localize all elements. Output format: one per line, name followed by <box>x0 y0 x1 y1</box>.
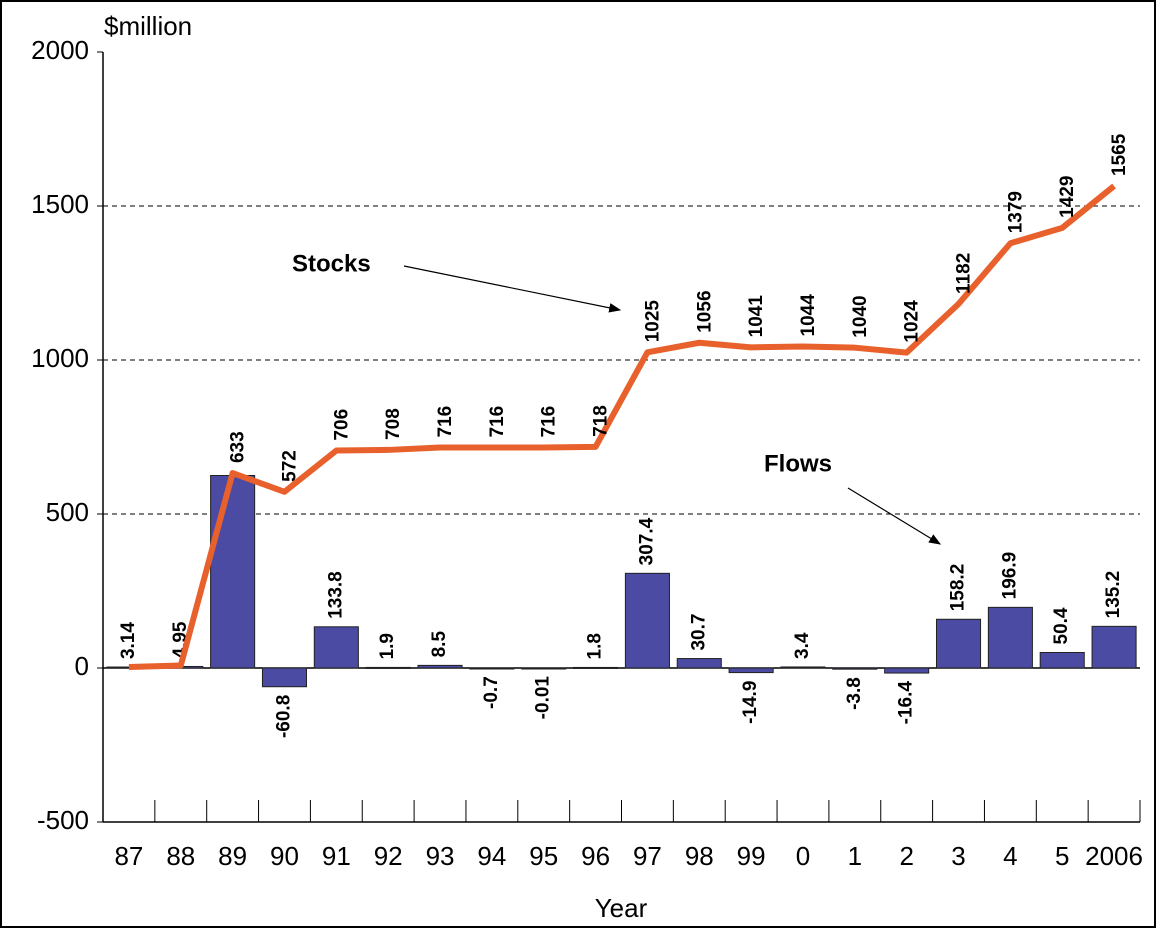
x-tick-label: 5 <box>1055 841 1069 871</box>
bar <box>313 626 359 669</box>
data-label: 1041 <box>746 295 767 338</box>
bar <box>832 667 878 670</box>
data-label: 307.4 <box>636 517 657 565</box>
y-tick-label: 500 <box>46 497 89 527</box>
data-label: 716 <box>435 406 456 438</box>
x-tick-label: 89 <box>218 841 247 871</box>
x-tick-label: 98 <box>685 841 714 871</box>
data-label: 718 <box>591 405 612 437</box>
y-tick-label: 0 <box>75 651 89 681</box>
data-label: -0.01 <box>533 676 554 720</box>
data-label: 30.7 <box>688 614 709 651</box>
data-label: 1.8 <box>585 633 606 659</box>
x-tick-label: 0 <box>796 841 810 871</box>
bar <box>210 475 256 669</box>
bar <box>780 666 826 669</box>
annotation: Flows <box>764 450 832 477</box>
bar <box>521 667 567 670</box>
data-label: 572 <box>279 450 300 482</box>
data-label: 1040 <box>850 295 871 337</box>
data-label: 1.9 <box>377 633 398 659</box>
bar <box>417 664 463 669</box>
bar <box>1039 651 1085 669</box>
data-label: 158.2 <box>948 564 969 612</box>
x-tick-label: 96 <box>581 841 610 871</box>
x-axis-label: Year <box>595 893 648 923</box>
annotation-arrow <box>403 265 622 313</box>
x-tick-label: 95 <box>529 841 558 871</box>
x-tick-label: 2 <box>899 841 913 871</box>
x-tick-label: 2006 <box>1085 841 1143 871</box>
bar <box>365 666 411 669</box>
bar <box>1091 625 1137 669</box>
bar <box>728 667 774 674</box>
data-label: 1024 <box>902 300 923 343</box>
data-label: 633 <box>228 431 249 463</box>
data-label: 3.14 <box>118 622 139 659</box>
data-label: 1565 <box>1109 133 1130 176</box>
data-label: 50.4 <box>1051 607 1072 644</box>
bar <box>676 658 722 669</box>
y-tick-label: -500 <box>37 805 89 835</box>
data-label: 8.5 <box>429 631 450 658</box>
bar <box>935 618 982 669</box>
data-label: -3.8 <box>844 677 865 710</box>
data-label: 196.9 <box>999 552 1020 600</box>
data-label: -0.7 <box>481 676 502 709</box>
data-label: 1182 <box>954 253 975 294</box>
bar <box>261 667 308 688</box>
bar <box>469 667 515 670</box>
x-tick-label: 88 <box>166 841 195 871</box>
x-tick-label: 94 <box>477 841 506 871</box>
data-label: 706 <box>331 409 352 441</box>
y-tick-label: 2000 <box>31 35 89 65</box>
data-label: -60.8 <box>273 695 294 738</box>
bar <box>573 666 619 669</box>
x-tick-label: 97 <box>633 841 662 871</box>
data-label: 716 <box>487 406 508 438</box>
data-label: 1429 <box>1057 176 1078 218</box>
x-tick-label: 3 <box>951 841 965 871</box>
data-label: 1044 <box>798 294 819 337</box>
bar <box>987 606 1033 669</box>
x-tick-label: 92 <box>374 841 403 871</box>
x-tick-label: 99 <box>737 841 766 871</box>
x-tick-label: 4 <box>1003 841 1017 871</box>
y-axis-label: $million <box>104 11 192 41</box>
x-tick-label: 90 <box>270 841 299 871</box>
annotation: Stocks <box>292 250 371 277</box>
data-label: 135.2 <box>1103 571 1124 619</box>
data-label: 716 <box>539 406 560 438</box>
data-label: 1025 <box>642 300 663 343</box>
data-label: 1056 <box>694 290 715 332</box>
x-tick-label: 91 <box>322 841 351 871</box>
data-label: 708 <box>383 408 404 440</box>
bar <box>624 572 670 669</box>
x-tick-label: 1 <box>848 841 862 871</box>
x-tick-label: 87 <box>114 841 143 871</box>
y-tick-label: 1000 <box>31 343 89 373</box>
data-label: -14.9 <box>740 681 761 724</box>
x-tick-label: 93 <box>426 841 455 871</box>
data-label: 1379 <box>1005 191 1026 233</box>
y-tick-label: 1500 <box>31 189 89 219</box>
bar <box>884 667 930 674</box>
data-label: -16.4 <box>896 681 917 725</box>
annotation-arrow <box>847 487 942 545</box>
data-label: 133.8 <box>325 571 346 619</box>
data-label: 3.4 <box>792 632 813 659</box>
line <box>128 183 1116 671</box>
